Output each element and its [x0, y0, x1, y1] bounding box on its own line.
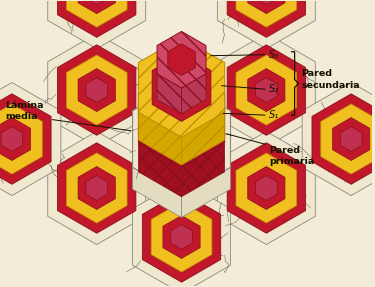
- Polygon shape: [57, 0, 136, 37]
- Polygon shape: [157, 31, 206, 88]
- Polygon shape: [248, 69, 285, 112]
- Polygon shape: [182, 112, 225, 165]
- Polygon shape: [150, 103, 213, 175]
- Text: S₃: S₃: [269, 50, 279, 60]
- Polygon shape: [256, 176, 277, 200]
- Text: S₁: S₁: [269, 110, 279, 120]
- Polygon shape: [256, 0, 277, 5]
- Text: Pared
primaria: Pared primaria: [269, 146, 314, 166]
- Text: S₂: S₂: [269, 84, 279, 94]
- Polygon shape: [168, 44, 195, 75]
- Polygon shape: [182, 167, 231, 217]
- Polygon shape: [171, 224, 192, 249]
- Polygon shape: [132, 167, 182, 217]
- Polygon shape: [57, 45, 136, 135]
- Polygon shape: [217, 0, 315, 49]
- Polygon shape: [0, 82, 61, 195]
- Polygon shape: [152, 54, 211, 121]
- Polygon shape: [227, 45, 306, 135]
- Polygon shape: [182, 74, 206, 114]
- Polygon shape: [138, 142, 182, 197]
- Polygon shape: [48, 0, 146, 49]
- Text: Lámina
media: Lámina media: [5, 101, 44, 121]
- Polygon shape: [227, 0, 306, 37]
- Polygon shape: [0, 104, 42, 174]
- Polygon shape: [66, 55, 127, 125]
- Polygon shape: [157, 74, 182, 114]
- Polygon shape: [132, 82, 231, 195]
- Polygon shape: [0, 118, 30, 160]
- Polygon shape: [78, 166, 116, 210]
- Polygon shape: [57, 143, 136, 233]
- Polygon shape: [321, 104, 375, 174]
- Polygon shape: [248, 0, 285, 13]
- Polygon shape: [217, 131, 315, 245]
- Polygon shape: [66, 153, 127, 223]
- Polygon shape: [78, 69, 116, 112]
- Polygon shape: [138, 67, 225, 167]
- Polygon shape: [78, 0, 116, 13]
- Polygon shape: [86, 77, 108, 102]
- Polygon shape: [333, 118, 370, 160]
- Polygon shape: [0, 94, 51, 184]
- Polygon shape: [150, 81, 213, 153]
- Polygon shape: [248, 166, 285, 210]
- Polygon shape: [236, 153, 297, 223]
- Polygon shape: [236, 55, 297, 125]
- Polygon shape: [312, 94, 375, 184]
- Polygon shape: [217, 34, 315, 147]
- Polygon shape: [48, 131, 146, 245]
- Polygon shape: [66, 0, 127, 27]
- Polygon shape: [182, 142, 225, 197]
- Polygon shape: [48, 34, 146, 147]
- Polygon shape: [1, 127, 22, 152]
- Polygon shape: [151, 202, 212, 272]
- Polygon shape: [236, 0, 297, 27]
- Polygon shape: [138, 38, 225, 137]
- Polygon shape: [256, 77, 277, 102]
- Polygon shape: [138, 112, 182, 165]
- Polygon shape: [227, 143, 306, 233]
- Polygon shape: [132, 181, 231, 287]
- Polygon shape: [86, 176, 108, 200]
- Polygon shape: [340, 127, 362, 152]
- Polygon shape: [86, 0, 108, 5]
- Polygon shape: [142, 192, 221, 282]
- Polygon shape: [302, 82, 375, 195]
- Polygon shape: [163, 216, 200, 259]
- Text: Pared
secundaria: Pared secundaria: [302, 69, 360, 90]
